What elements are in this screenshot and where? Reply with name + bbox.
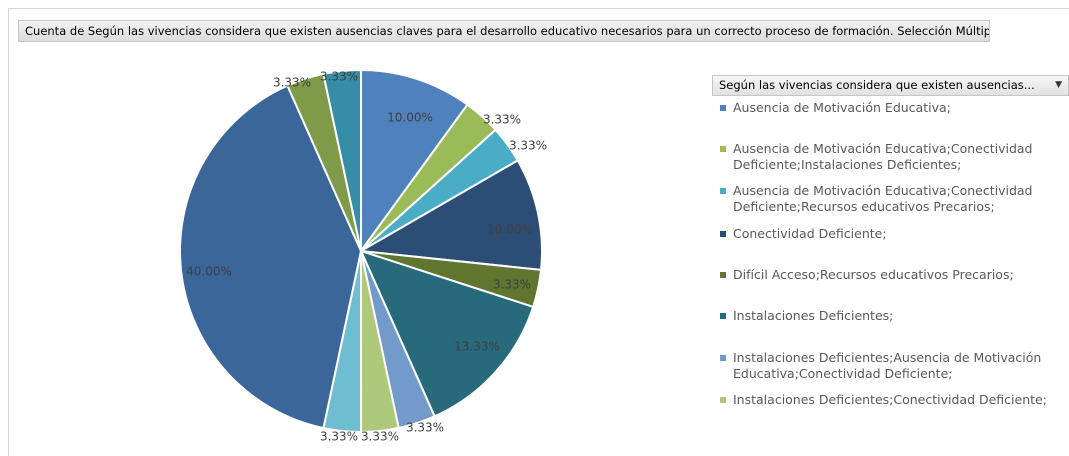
chart-title: Cuenta de Según las vivencias considera …: [18, 20, 990, 42]
legend-field-filter-button[interactable]: Según las vivencias considera que existe…: [712, 75, 1069, 96]
legend-item[interactable]: Instalaciones Deficientes;Ausencia de Mo…: [720, 350, 1050, 382]
legend-item[interactable]: Ausencia de Motivación Educativa;: [720, 100, 1050, 116]
legend-swatch: [720, 272, 726, 278]
legend-item[interactable]: Difícil Acceso;Recursos educativos Preca…: [720, 267, 1050, 283]
legend-field-label: Según las vivencias considera que existe…: [719, 78, 1035, 92]
legend-item-label: Ausencia de Motivación Educativa;Conecti…: [733, 141, 1033, 172]
data-label-7: 3.33%: [406, 421, 444, 435]
pie-slice-4[interactable]: [357, 159, 543, 272]
legend-swatch: [720, 146, 726, 152]
legend-item[interactable]: Instalaciones Deficientes;Conectividad D…: [720, 392, 1050, 408]
legend-swatch: [720, 105, 726, 111]
pie-slice-12[interactable]: [322, 68, 362, 252]
legend-item[interactable]: Ausencia de Motivación Educativa;Conecti…: [720, 183, 1050, 215]
data-label-1: 10.00%: [387, 111, 433, 125]
data-label-8: 3.33%: [361, 430, 399, 444]
legend-item-label: Instalaciones Deficientes;Ausencia de Mo…: [733, 350, 1042, 381]
legend-item-label: Conectividad Deficiente;: [733, 226, 887, 241]
data-label-6: 13.33%: [454, 340, 500, 354]
data-label-10: 40.00%: [186, 265, 232, 279]
data-label-3: 3.33%: [509, 139, 547, 153]
legend-item-label: Difícil Acceso;Recursos educativos Preca…: [733, 267, 1014, 282]
legend-item[interactable]: Conectividad Deficiente;: [720, 226, 1050, 242]
legend-item[interactable]: Ausencia de Motivación Educativa;Conecti…: [720, 141, 1050, 173]
legend-item-label: Ausencia de Motivación Educativa;Conecti…: [733, 183, 1033, 214]
legend-item-label: Instalaciones Deficientes;Conectividad D…: [733, 392, 1047, 407]
legend-swatch: [720, 313, 726, 319]
data-label-9: 3.33%: [320, 430, 358, 444]
chart-area: [8, 8, 1069, 456]
data-label-5: 3.33%: [493, 278, 531, 292]
legend-swatch: [720, 188, 726, 194]
legend-item-label: Instalaciones Deficientes;: [733, 308, 894, 323]
data-label-11: 3.33%: [273, 76, 311, 90]
pie-slice-1[interactable]: [360, 68, 469, 255]
pie-slice-6[interactable]: [359, 249, 535, 418]
legend-item-label: Ausencia de Motivación Educativa;: [733, 100, 951, 115]
data-label-4: 10.00%: [487, 223, 533, 237]
legend-swatch: [720, 397, 726, 403]
data-label-2: 3.33%: [483, 113, 521, 127]
data-label-12: 3.33%: [320, 70, 358, 84]
legend-swatch: [720, 231, 726, 237]
legend-swatch: [720, 355, 726, 361]
pie-slice-10[interactable]: [179, 84, 363, 430]
dropdown-arrow-icon[interactable]: ▼: [1055, 80, 1062, 90]
legend-item[interactable]: Instalaciones Deficientes;: [720, 308, 1050, 324]
